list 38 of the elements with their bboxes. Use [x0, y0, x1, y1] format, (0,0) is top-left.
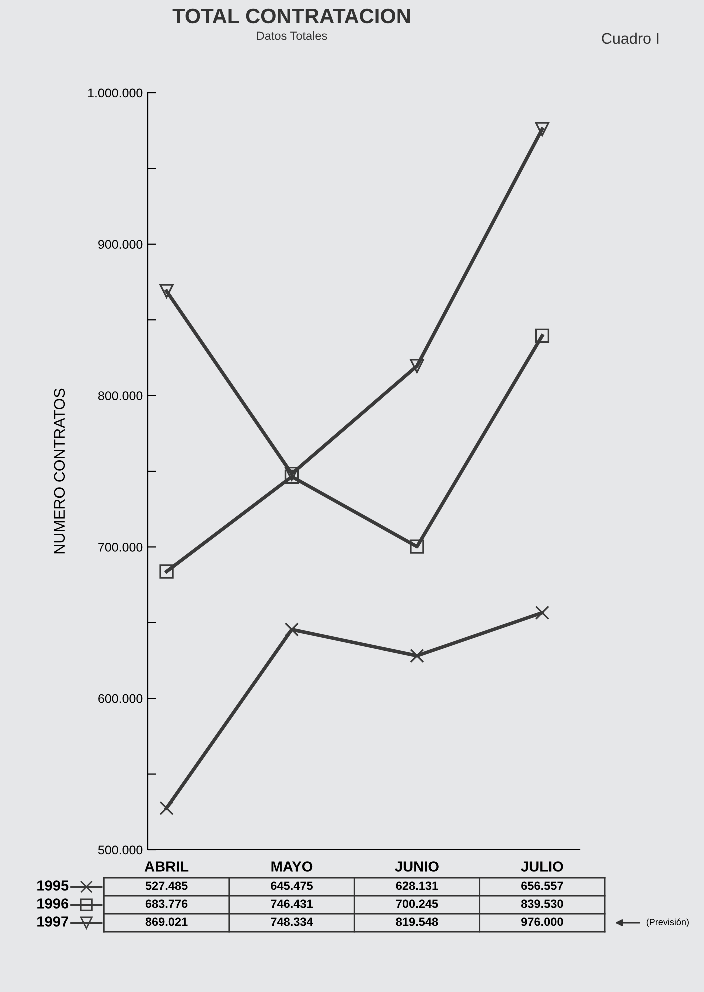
data-label: 628.131	[396, 882, 438, 890]
data-label: 656.557	[522, 882, 564, 890]
point	[535, 328, 550, 344]
text: Cuadro I	[602, 32, 659, 44]
point	[284, 470, 300, 484]
point	[160, 564, 174, 579]
legend-label: 1997	[38, 916, 68, 927]
text: (Previsión)	[646, 918, 689, 928]
data-label: 869.021	[146, 918, 188, 926]
chart-subtitle: Datos Totales	[257, 32, 328, 40]
y-tick-label: 1.000.000	[88, 88, 143, 98]
data-label: 527.485	[146, 882, 188, 890]
data-label: 819.548	[396, 918, 438, 926]
y-axis-title: NUMERO CONTRATOS	[54, 388, 66, 554]
x-tick-label: JULIO	[521, 862, 564, 872]
chart-title: TOTAL CONTRATACION	[172, 8, 410, 24]
point	[535, 606, 550, 620]
data-label: 700.245	[396, 900, 438, 908]
data-label: 645.475	[271, 882, 314, 890]
y-tick-label: 600.000	[98, 694, 143, 704]
y-tick-label: 700.000	[98, 543, 143, 552]
y-tick-label: 800.000	[98, 392, 143, 400]
x-tick-label: JUNIO	[395, 862, 439, 872]
point	[410, 540, 424, 554]
point	[160, 284, 174, 298]
data-label: 976.000	[522, 918, 564, 926]
y-tick-label: 500.000	[98, 846, 143, 855]
data-label: 748.334	[271, 918, 314, 926]
legend-label: 1995	[38, 880, 69, 891]
y-tick-label: 900.000	[98, 240, 143, 250]
x-tick-label: ABRIL	[144, 862, 189, 872]
data-label: 746.431	[271, 900, 314, 908]
x-tick-label: MAYO	[272, 862, 313, 872]
point	[410, 359, 424, 374]
data-label: 839.530	[521, 900, 564, 908]
data-label: 683.776	[146, 900, 188, 908]
point	[535, 122, 550, 136]
legend-label: 1996	[38, 898, 69, 909]
